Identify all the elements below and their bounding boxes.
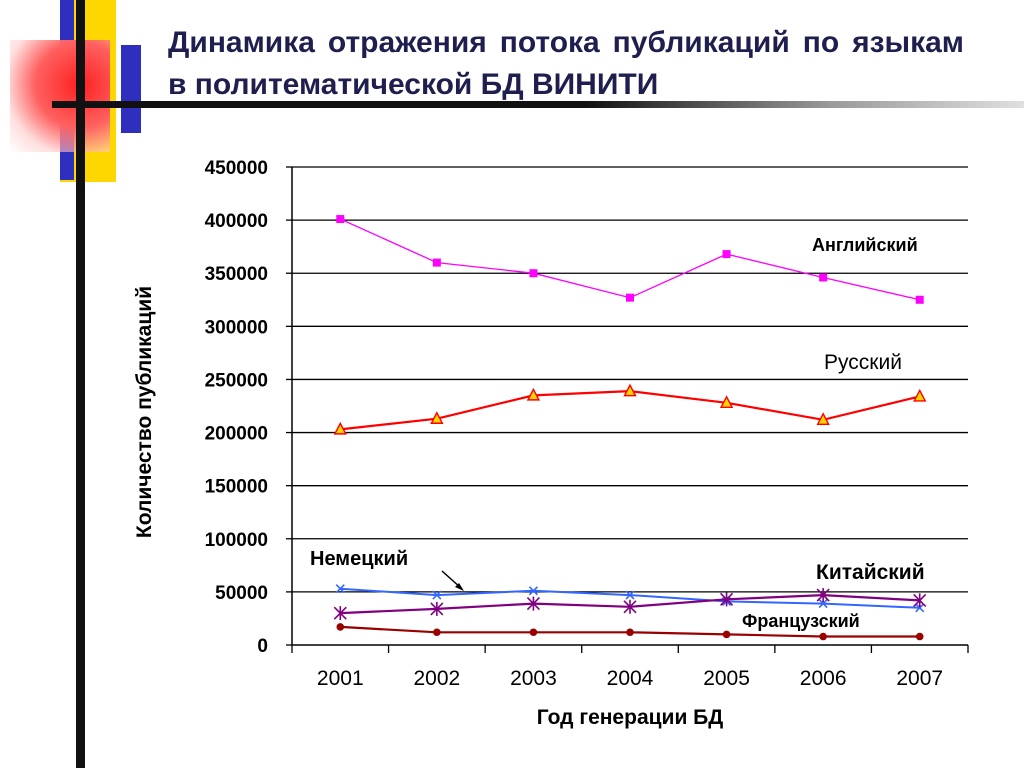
data-point — [722, 250, 731, 259]
y-tick-label: 400000 — [205, 211, 268, 232]
data-point — [526, 596, 540, 611]
x-tick-label: 2004 — [607, 667, 654, 690]
data-point — [433, 628, 441, 637]
y-tick-labels: 0 50000 100000 150000 200000 250000 300000 3500… — [205, 158, 268, 657]
data-point — [430, 411, 444, 424]
x-tick-label: 2002 — [413, 667, 460, 690]
chart-axes — [286, 166, 969, 653]
data-point — [915, 295, 924, 304]
y-tick-label: 150000 — [205, 477, 268, 498]
data-point — [623, 599, 637, 614]
x-tick-label: 2005 — [703, 667, 750, 690]
series-line — [340, 218, 920, 301]
series-3 — [333, 588, 927, 621]
x-tick-label: 2006 — [800, 667, 847, 690]
data-point — [625, 590, 635, 600]
data-point — [623, 383, 637, 397]
x-tick-label: 2003 — [510, 667, 557, 690]
chart-grid — [292, 166, 968, 593]
x-axis-title: Год генерации БД — [537, 706, 724, 729]
data-point — [333, 606, 347, 621]
data-point — [915, 632, 924, 641]
data-point — [719, 395, 734, 409]
series-label-chinese: Китайский — [816, 561, 925, 584]
data-point — [528, 586, 538, 596]
series-line — [340, 389, 920, 431]
data-point — [430, 601, 444, 616]
data-point — [818, 599, 828, 609]
y-tick-label: 200000 — [205, 424, 268, 445]
y-tick-label: 350000 — [205, 264, 268, 285]
series-label-english: Английский — [812, 235, 918, 255]
slide-title: Динамика отражения потока публикаций по … — [168, 26, 964, 101]
data-point — [722, 630, 731, 639]
german-label-arrowhead — [455, 583, 464, 591]
y-tick-label: 250000 — [205, 370, 268, 391]
data-point — [720, 592, 734, 607]
data-point — [816, 412, 830, 426]
series-1 — [333, 383, 927, 435]
data-point — [529, 628, 538, 637]
data-point — [335, 584, 345, 594]
x-tick-label: 2007 — [896, 667, 943, 690]
data-point — [915, 603, 925, 613]
decor-vertical-line — [76, 0, 85, 768]
series-4 — [336, 623, 924, 641]
x-tick-labels: 2001 2002 2003 2004 2005 2006 2007 — [317, 667, 943, 690]
y-axis-title: Количество публикаций — [133, 286, 156, 538]
data-point — [816, 588, 830, 603]
data-point — [432, 590, 442, 600]
y-tick-label: 100000 — [205, 530, 268, 551]
chart-series — [333, 215, 927, 641]
series-0 — [336, 215, 924, 304]
y-tick-label: 300000 — [205, 317, 268, 338]
decor-horizontal-line — [52, 101, 1024, 108]
y-tick-label: 450000 — [205, 158, 268, 179]
decor-red-glow — [10, 40, 110, 152]
y-tick-label: 50000 — [215, 583, 268, 604]
x-tick-label: 2001 — [317, 667, 364, 690]
series-label-french: Французский — [742, 611, 860, 631]
data-point — [336, 215, 345, 224]
data-point — [526, 387, 541, 401]
y-tick-label: 0 — [257, 636, 268, 657]
data-point — [529, 269, 538, 278]
series-label-russian: Русский — [824, 351, 902, 374]
series-label-german: Немецкий — [310, 548, 408, 570]
data-point — [626, 293, 634, 302]
data-point — [336, 623, 345, 631]
data-point — [913, 388, 927, 402]
decor-blue-bar-right — [121, 45, 141, 133]
data-point — [626, 628, 634, 637]
data-point — [333, 421, 347, 435]
data-point — [819, 632, 827, 641]
data-point — [913, 593, 927, 608]
data-point — [819, 273, 828, 282]
data-point — [432, 258, 441, 267]
